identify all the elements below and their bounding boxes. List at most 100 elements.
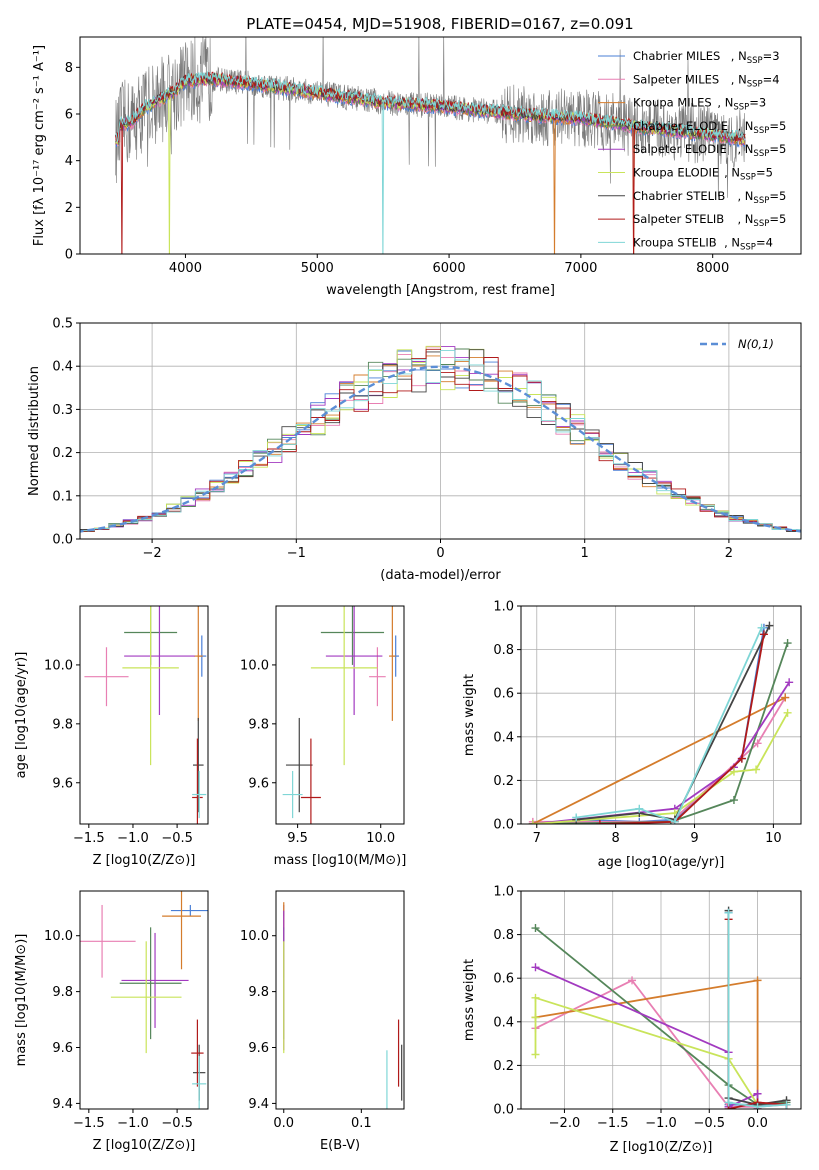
x-tick-label: 10.0 xyxy=(366,831,395,846)
y-tick-label: 1.0 xyxy=(493,600,514,615)
x-axis-label: wavelength [Angstrom, rest frame] xyxy=(326,283,555,298)
legend-nssp-value: 4 xyxy=(772,72,779,86)
y-tick-label: 0.4 xyxy=(493,730,514,745)
x-tick-label: −1 xyxy=(287,546,306,561)
axes-frame xyxy=(275,890,405,1110)
series-line xyxy=(535,966,759,1109)
legend-nssp-label: , NSSP=3 xyxy=(717,96,766,113)
errorbar-kroupa-stelib xyxy=(282,770,303,819)
errorbar-points xyxy=(283,902,403,1109)
series-line xyxy=(576,627,763,823)
y-tick-label: 0.8 xyxy=(493,643,514,658)
y-tick-label: 0.8 xyxy=(493,928,514,943)
series-marker xyxy=(628,976,637,985)
errorbar-chabrier-miles xyxy=(170,904,208,917)
series-marker xyxy=(729,767,738,776)
y-tick-label: 9.4 xyxy=(52,1097,73,1112)
legend-nssp-subscript: SSP xyxy=(740,173,756,183)
y-tick-label: 1.0 xyxy=(493,885,514,900)
axes-frame xyxy=(520,890,802,1110)
y-tick-label: 9.6 xyxy=(52,776,73,791)
weight-series xyxy=(528,621,794,824)
x-tick-label: −1.0 xyxy=(645,1116,677,1131)
y-tick-label: 0.2 xyxy=(493,774,514,789)
y-tick-label: 2 xyxy=(65,201,73,216)
legend-nssp-value: 5 xyxy=(766,166,773,180)
y-tick-label: 0.6 xyxy=(493,972,514,987)
series-kroupa-miles xyxy=(531,976,762,1109)
legend-nssp-value: 5 xyxy=(779,119,786,133)
x-axis-label: Z [log10(Z/Z⊙)] xyxy=(93,1138,196,1153)
x-tick-label: −2 xyxy=(143,546,162,561)
legend-nssp-label: , NSSP=5 xyxy=(738,119,787,136)
legend-nssp-label: , NSSP=3 xyxy=(731,49,780,66)
legend-nssp-equals: = xyxy=(749,96,759,110)
series-line xyxy=(532,696,786,824)
series-marker xyxy=(757,623,766,632)
y-tick-label: 0.0 xyxy=(493,1103,514,1118)
legend-nssp-subscript: SSP xyxy=(740,242,756,252)
errorbar-salpeter-elodie xyxy=(325,606,383,715)
x-tick-label: 8 xyxy=(612,831,620,846)
legend-nssp-label: , NSSP=5 xyxy=(724,166,773,183)
legend-label: Salpeter MILES xyxy=(633,72,719,86)
y-tick-label: 0.0 xyxy=(52,533,73,548)
legend-nssp-equals: = xyxy=(769,189,779,203)
series-marker xyxy=(595,820,604,824)
x-tick-label: 8000 xyxy=(696,261,729,276)
legend-label: Kroupa STELIB xyxy=(633,235,717,249)
residual-histogram-panel: −2 −1 0 1 2 0.0 0.1 0.2 0.3 0.4 0.5 (data-model)/er… xyxy=(27,317,802,583)
errorbar-chabrier-elodie xyxy=(320,606,385,665)
x-tick-label: 2 xyxy=(725,546,733,561)
errorbar-chabrier-stelib xyxy=(192,717,204,813)
legend-nssp-label: , NSSP=5 xyxy=(738,189,787,206)
series-marker xyxy=(753,976,762,985)
series-chabrier-stelib xyxy=(572,621,774,824)
errorbar-salpeter-elodie xyxy=(121,932,189,1028)
x-tick-label: 0.1 xyxy=(351,1116,372,1131)
series-line xyxy=(727,912,787,1108)
series-marker xyxy=(670,817,679,824)
y-tick-label: 9.8 xyxy=(248,985,269,1000)
series-kroupa-elodie xyxy=(528,708,792,824)
series-marker xyxy=(753,739,762,748)
y-tick-label: 0.2 xyxy=(52,446,73,461)
x-axis-label: age [log10(age/yr)] xyxy=(598,855,725,870)
legend-nssp-equals: = xyxy=(763,49,773,63)
series-marker xyxy=(785,678,794,687)
y-axis-label: mass weight xyxy=(462,959,477,1041)
errorbar-chabrier-elodie xyxy=(119,927,182,1040)
legend-label: Chabrier STELIB xyxy=(633,189,725,203)
x-tick-label: 10 xyxy=(765,831,782,846)
axes-frame xyxy=(79,605,209,825)
series-marker xyxy=(531,924,540,933)
y-tick-label: 10.0 xyxy=(44,658,73,673)
y-tick-label: 10.0 xyxy=(240,658,269,673)
legend-nssp-value: 4 xyxy=(766,235,773,249)
x-tick-label: 7000 xyxy=(564,261,597,276)
y-tick-label: 0.4 xyxy=(493,1015,514,1030)
series-marker xyxy=(531,1050,540,1059)
figure-title: PLATE=0454, MJD=51908, FIBERID=0167, z=0… xyxy=(246,15,633,33)
series-marker xyxy=(528,820,537,824)
errorbar-salpeter-stelib xyxy=(191,1019,204,1087)
legend-nssp-equals: = xyxy=(769,119,779,133)
massweight-vs-metallicity-panel: −2.0 −1.5 −1.0 −0.5 0.0 0.0 0.2 0.4 0.6 0.8 1.0 Z [… xyxy=(462,885,802,1155)
errorbar-kroupa-elodie xyxy=(310,606,378,766)
y-tick-label: 8 xyxy=(65,61,73,76)
legend-label: Chabrier ELODIE xyxy=(633,119,728,133)
series-marker xyxy=(635,804,644,813)
errorbar-kroupa-miles xyxy=(193,606,203,721)
errorbar-kroupa-miles xyxy=(389,606,396,721)
legend-nssp-subscript: SSP xyxy=(733,103,749,113)
y-tick-label: 9.8 xyxy=(248,717,269,732)
legend-nssp-subscript: SSP xyxy=(753,126,769,136)
series-marker xyxy=(753,1089,762,1098)
errorbar-salpeter-miles xyxy=(84,647,129,707)
series-marker xyxy=(782,1100,791,1109)
age-vs-metallicity-panel: −1.5 −1.0 −0.5 9.6 9.8 10.0 Z [log10(Z/Z⊙)] age… xyxy=(14,605,209,868)
y-tick-label: 9.8 xyxy=(52,985,73,1000)
series-marker xyxy=(724,908,733,917)
legend-nssp-label: , NSSP=4 xyxy=(731,72,780,89)
x-tick-label: 6000 xyxy=(433,261,466,276)
